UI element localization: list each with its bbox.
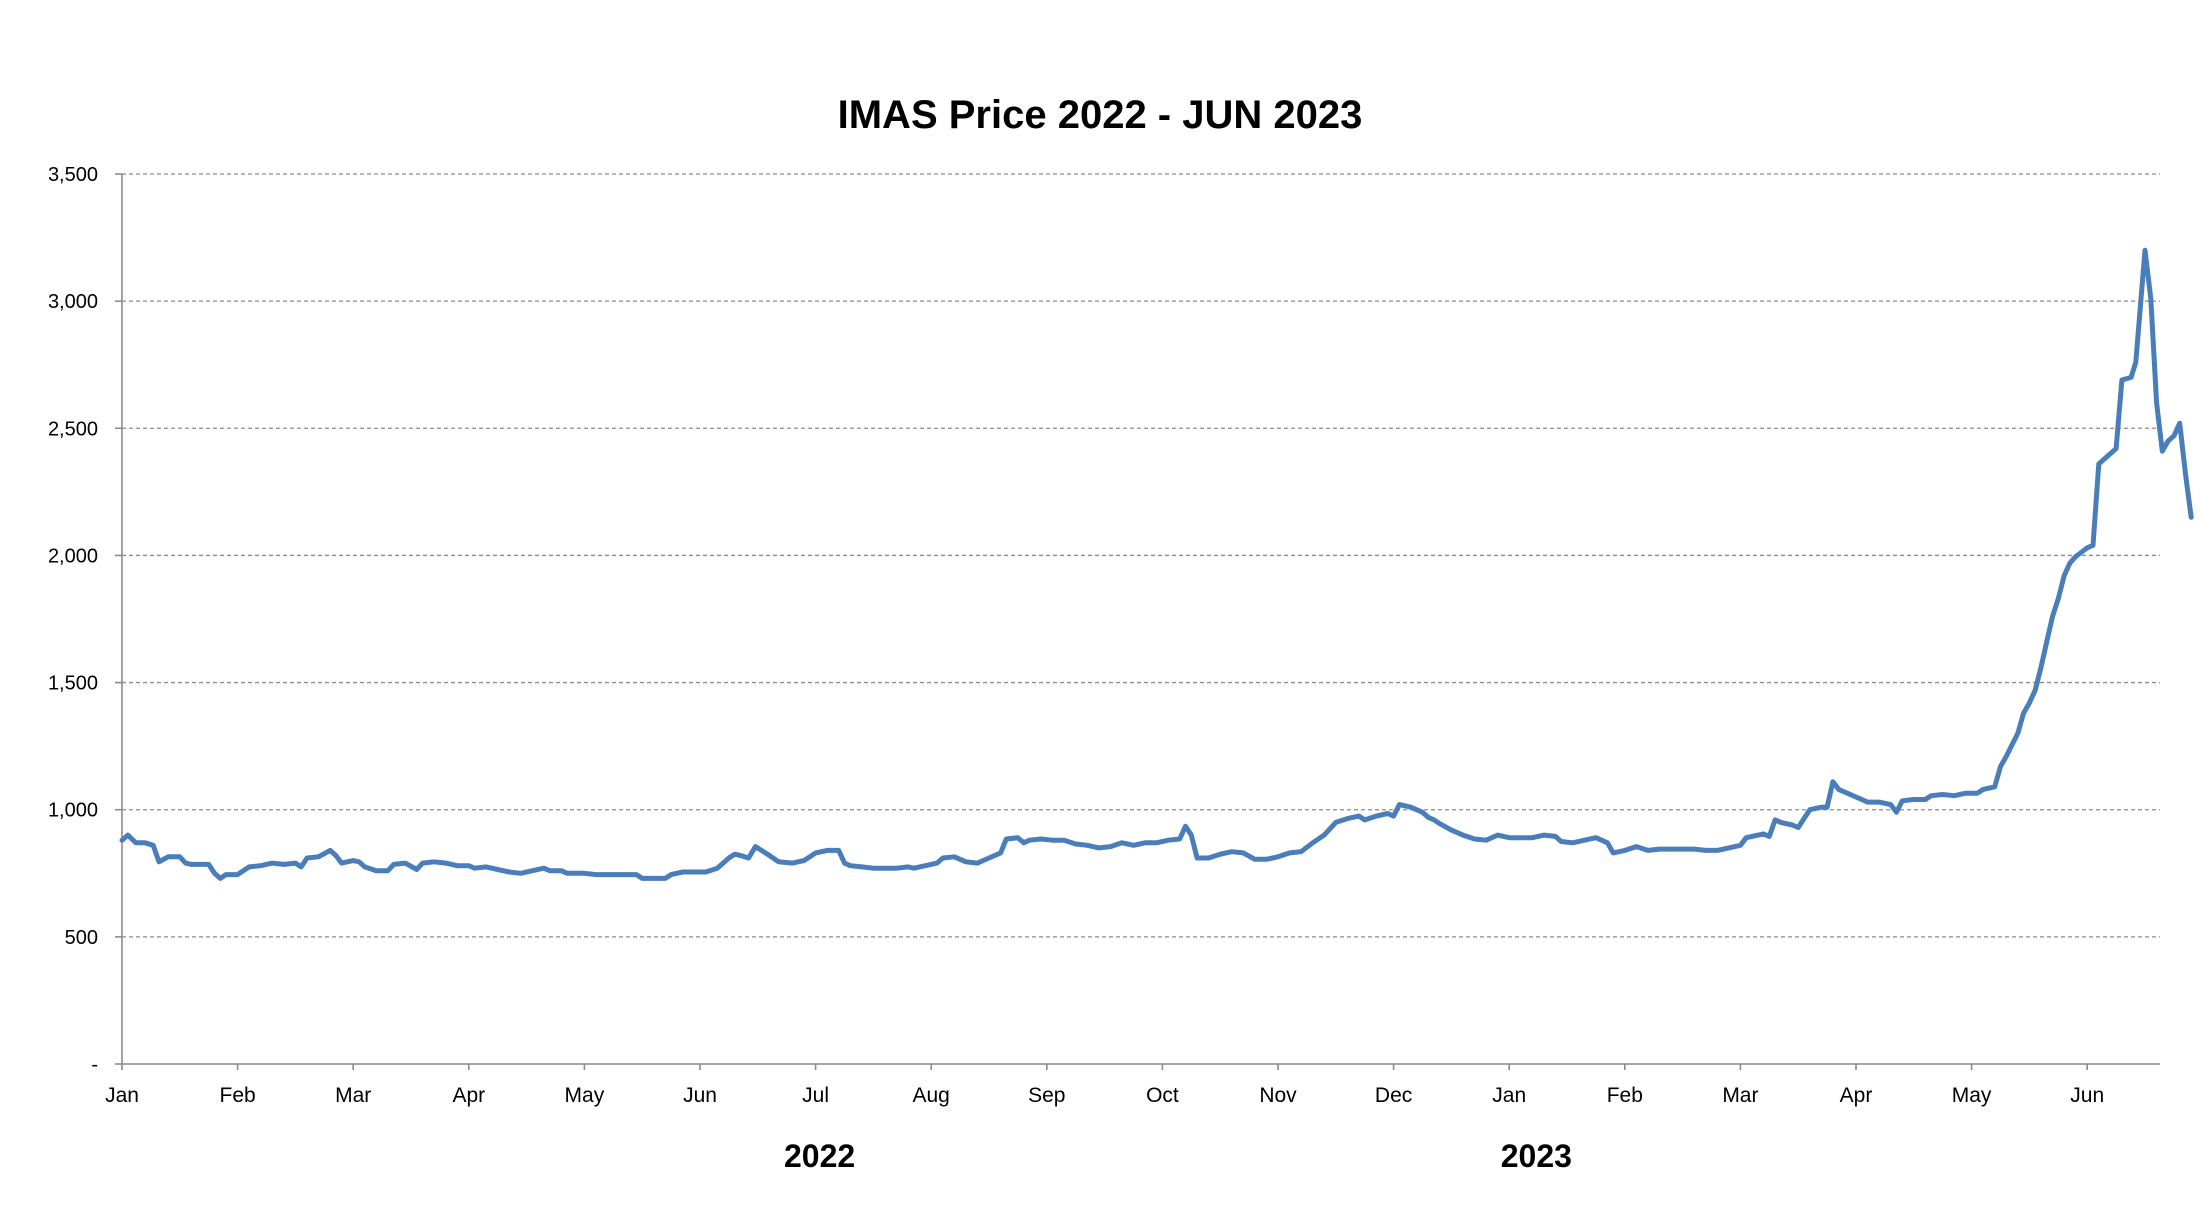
y-tick-label: 2,500 bbox=[48, 418, 98, 440]
x-tick-label: Nov bbox=[1259, 1084, 1297, 1107]
x-tick-label: Jun bbox=[683, 1084, 717, 1107]
x-tick-label: Jul bbox=[802, 1084, 829, 1107]
x-tick-label: Apr bbox=[1840, 1084, 1873, 1107]
x-tick-label: May bbox=[565, 1084, 605, 1107]
x-tick-label: Mar bbox=[335, 1084, 371, 1107]
price-series-line bbox=[119, 247, 2194, 881]
y-tick-label: 3,000 bbox=[48, 291, 98, 313]
year-label: 2022 bbox=[784, 1138, 855, 1174]
gridlines bbox=[122, 173, 2160, 938]
x-tick-label: Jan bbox=[105, 1084, 139, 1107]
x-tick-label: Jan bbox=[1492, 1084, 1526, 1107]
x-tick-label: Apr bbox=[452, 1084, 485, 1107]
y-axis-tick-labels: - 500 1,000 1,500 2,000 2,500 3,000 3,500 bbox=[48, 164, 98, 1076]
x-tick-label: Jun bbox=[2070, 1084, 2104, 1107]
x-tick-label: Feb bbox=[1607, 1084, 1643, 1107]
y-tick-label: 1,000 bbox=[48, 800, 98, 822]
x-axis-tick-labels: Jan Feb Mar Apr May Jun Jul Aug Sep Oct Nov Dec Jan F… bbox=[105, 1084, 2104, 1107]
series-layer bbox=[119, 247, 2194, 881]
year-label: 2023 bbox=[1501, 1138, 1572, 1174]
x-tick-label: Oct bbox=[1146, 1084, 1179, 1107]
x-tick-label: Aug bbox=[913, 1084, 950, 1107]
chart-title: IMAS Price 2022 - JUN 2023 bbox=[838, 93, 1363, 137]
x-tick-label: Feb bbox=[220, 1084, 256, 1107]
y-tick-label: 500 bbox=[65, 927, 98, 949]
x-tick-label: Dec bbox=[1375, 1084, 1412, 1107]
y-tick-label: 2,000 bbox=[48, 545, 98, 567]
x-tick-label: May bbox=[1952, 1084, 1992, 1107]
y-tick-label: - bbox=[91, 1054, 98, 1076]
x-tick-label: Sep bbox=[1028, 1084, 1065, 1107]
y-tick-label: 1,500 bbox=[48, 673, 98, 695]
x-tick-label: Mar bbox=[1722, 1084, 1758, 1107]
axes bbox=[115, 173, 2160, 1070]
year-labels: 2022 2023 bbox=[784, 1138, 1572, 1174]
y-tick-label: 3,500 bbox=[48, 164, 98, 186]
